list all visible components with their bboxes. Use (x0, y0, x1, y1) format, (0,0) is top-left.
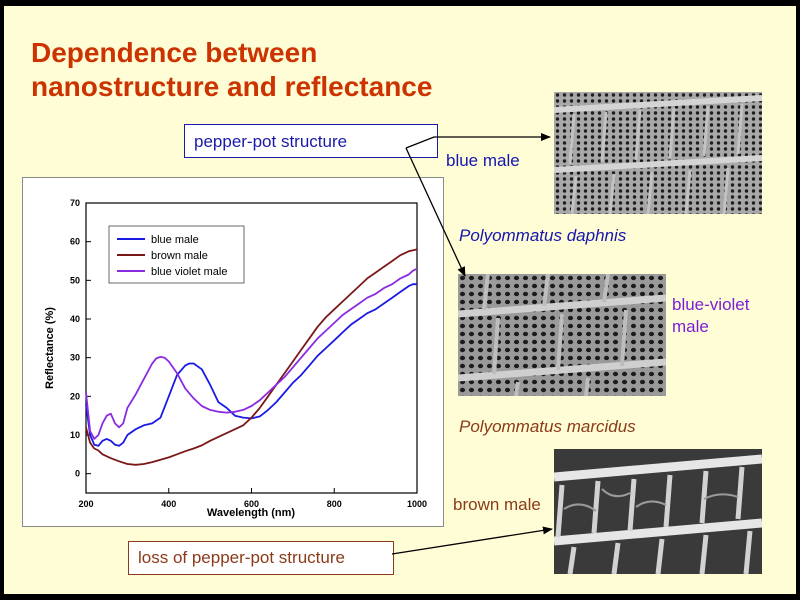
callout-loss-pepper-pot-text: loss of pepper-pot structure (138, 548, 345, 567)
slide-title-line-1: Dependence between (31, 37, 318, 68)
sem-micrograph-blue-violet-male (458, 274, 666, 396)
connector-arrows (391, 133, 553, 555)
sem-micrograph-blue-male (554, 92, 762, 214)
x-tick-label: 400 (161, 499, 176, 509)
label-blue-male: blue male (446, 151, 520, 170)
label-blue-violet-line-2: male (672, 317, 709, 336)
axis-ticks: 200 400 600 800 1000 0 10 20 30 40 50 60 70 (70, 198, 427, 509)
x-tick-label: 600 (244, 499, 259, 509)
arrow-to-brown-male-image (391, 526, 553, 555)
series-lines (85, 248, 418, 466)
legend-label: blue male (151, 234, 199, 246)
plot-area (85, 202, 418, 494)
slide: Dependence between nanostructure and ref… (4, 6, 796, 594)
arrow-to-blue-violet-image (405, 147, 466, 277)
sem-micrograph-brown-male (554, 449, 762, 574)
y-axis-label: Reflectance (%) (44, 307, 56, 389)
y-tick-label: 70 (70, 198, 80, 208)
legend: blue male brown male blue violet male (117, 234, 227, 278)
x-axis-label: Wavelength (nm) (207, 507, 296, 519)
series-line-blue-violet-male (85, 267, 418, 440)
slide-title-line-2: nanostructure and reflectance (31, 71, 433, 102)
callout-pepper-pot: pepper-pot structure (184, 124, 438, 158)
label-brown-male: brown male (453, 495, 541, 514)
y-tick-label: 30 (70, 353, 80, 363)
reflectance-chart-svg: 200 400 600 800 1000 0 10 20 30 40 50 60 70 blue mal… (44, 198, 427, 519)
species-marcidus: Polyommatus marcidus (459, 417, 636, 436)
callout-pepper-pot-text: pepper-pot structure (194, 132, 348, 151)
y-tick-label: 20 (70, 391, 80, 401)
legend-label: brown male (151, 250, 208, 262)
label-blue-violet-line-1: blue-violet (672, 295, 750, 314)
legend-label: blue violet male (151, 266, 227, 278)
arrow-to-blue-male-image (405, 133, 551, 149)
y-tick-label: 0 (75, 469, 80, 479)
y-tick-label: 60 (70, 237, 80, 247)
y-tick-label: 50 (70, 275, 80, 285)
callout-loss-pepper-pot: loss of pepper-pot structure (128, 541, 394, 575)
y-tick-label: 40 (70, 314, 80, 324)
species-daphnis: Polyommatus daphnis (459, 226, 627, 245)
reflectance-chart: 200 400 600 800 1000 0 10 20 30 40 50 60 70 blue mal… (22, 177, 444, 527)
x-tick-label: 800 (327, 499, 342, 509)
x-tick-label: 1000 (407, 499, 427, 509)
y-tick-label: 10 (70, 430, 80, 440)
slide-title: Dependence between nanostructure and ref… (31, 36, 432, 104)
series-line-brown-male (85, 248, 418, 466)
x-tick-label: 200 (78, 499, 93, 509)
label-blue-violet-male: blue-violet male (672, 294, 750, 338)
